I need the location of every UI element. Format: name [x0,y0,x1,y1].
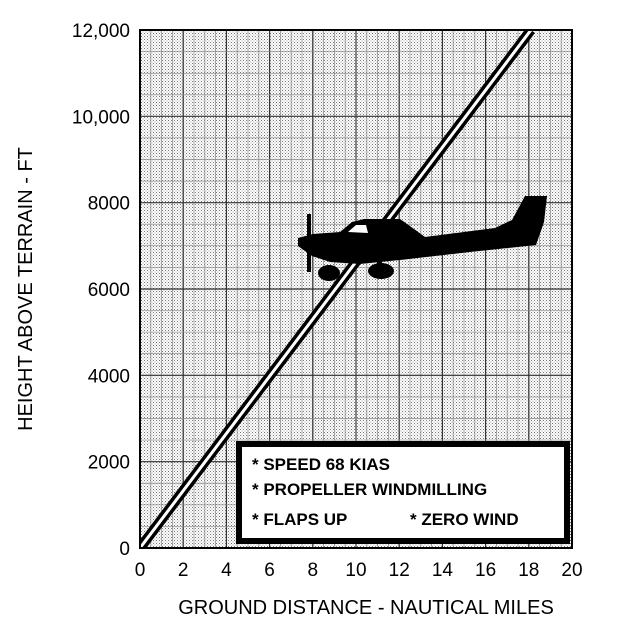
x-axis-title: GROUND DISTANCE - NAUTICAL MILES [178,597,554,619]
y-tick-label: 8000 [88,194,130,215]
airplane-silhouette [298,196,547,281]
x-tick-label: 10 [345,560,366,581]
note-propeller: * PROPELLER WINDMILLING [252,480,487,499]
y-tick-label: 4000 [88,366,130,387]
x-tick-label: 16 [475,560,496,581]
y-tick-label: 2000 [88,453,130,474]
glide-line-inner [140,30,533,548]
note-speed: * SPEED 68 KIAS [252,455,390,474]
note-flaps: * FLAPS UP [252,510,347,529]
y-tick-label: 6000 [88,280,130,301]
x-tick-label: 4 [221,560,232,581]
x-tick-label: 18 [518,560,539,581]
notes-box: * SPEED 68 KIAS * PROPELLER WINDMILLING … [236,441,570,544]
fuselage [298,196,547,264]
x-tick-label: 6 [264,560,275,581]
x-tick-label: 14 [432,560,454,581]
note-wind: * ZERO WIND [410,510,519,529]
series-layer [140,30,535,548]
y-tick-label: 12,000 [72,21,130,42]
x-tick-label: 2 [178,560,189,581]
axes-text: 0 2 4 6 8 10 12 14 16 18 20 0 2000 4000 6000 8000 10,000… [72,21,583,581]
y-tick-label: 0 [119,539,130,560]
plot-frame [139,29,573,549]
main-wheel [368,263,394,279]
x-tick-label: 8 [308,560,319,581]
x-tick-label: 20 [561,560,582,581]
x-tick-label: 0 [135,560,146,581]
wing-strut [377,252,382,268]
cockpit-window [348,225,368,233]
notes-box-inner [242,447,564,538]
nose-wheel [318,265,340,281]
y-tick-label: 10,000 [72,107,130,128]
x-tick-label: 12 [389,560,410,581]
y-axis-title: HEIGHT ABOVE TERRAIN - FT [15,147,37,431]
